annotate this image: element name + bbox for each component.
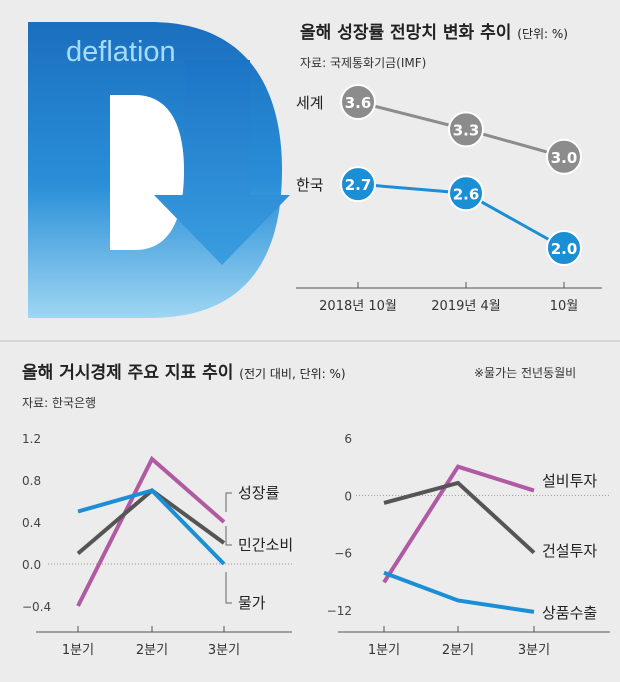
data-label: 2.6 xyxy=(453,185,480,203)
legend-connector xyxy=(225,526,232,546)
bottom-panel: 올해 거시경제 주요 지표 추이 (전기 대비, 단위: %) ※물가는 전년동… xyxy=(0,342,620,682)
series-name-label: 물가 xyxy=(238,594,266,612)
x-tick-label: 3분기 xyxy=(208,643,240,658)
series-line-2 xyxy=(383,480,536,555)
x-tick-label: 2018년 10월 xyxy=(319,299,397,314)
data-label: 3.6 xyxy=(345,94,372,112)
y-tick-label: 0.0 xyxy=(22,558,41,572)
top-chart-title: 올해 성장률 전망치 변화 추이 (단위: %) xyxy=(300,18,568,43)
y-tick-label: −6 xyxy=(334,547,352,561)
series-line-3 xyxy=(383,570,535,614)
data-point xyxy=(340,84,376,120)
forecast-line-chart: 2018년 10월 2019년 4월 10월 세계 3.6 3.3 3.0 한국 2.7 2.6 2… xyxy=(296,84,602,314)
series-name-label: 한국 xyxy=(296,176,324,194)
y-tick-label: 0.8 xyxy=(22,474,41,488)
deflation-text: deflation xyxy=(66,36,176,68)
price-note: ※물가는 전년동월비 xyxy=(474,366,577,380)
x-tick-label: 3분기 xyxy=(518,643,550,658)
data-point xyxy=(546,138,582,175)
data-label: 3.3 xyxy=(453,121,480,139)
down-arrow-icon xyxy=(154,60,290,265)
data-point xyxy=(546,230,582,266)
series-line-1 xyxy=(76,455,226,607)
top-panel: deflation 올해 성장률 전망치 변화 추이 (단위: %) 자료: 국… xyxy=(0,0,620,340)
series-name-label: 성장률 xyxy=(238,484,280,502)
data-point xyxy=(448,111,484,148)
series-name-label: 상품수출 xyxy=(542,604,597,622)
letter-d-counter xyxy=(110,95,184,250)
series-line-3 xyxy=(77,488,226,566)
series-name-label: 건설투자 xyxy=(542,542,597,560)
deflation-logo xyxy=(28,22,290,318)
bottom-title-text: 올해 거시경제 주요 지표 추이 xyxy=(22,363,234,383)
x-tick-label: 1분기 xyxy=(62,643,94,658)
bottom-chart-title: 올해 거시경제 주요 지표 추이 (전기 대비, 단위: %) xyxy=(22,358,346,383)
legend-connector xyxy=(225,572,232,604)
x-tick-label: 2019년 4월 xyxy=(431,299,500,314)
y-tick-label: 0 xyxy=(344,489,352,503)
data-label: 2.0 xyxy=(551,240,578,258)
data-point xyxy=(448,175,484,212)
legend-connector xyxy=(225,492,232,512)
data-point xyxy=(340,166,376,203)
top-unit-text: (단위: %) xyxy=(517,27,568,41)
x-tick-label: 2분기 xyxy=(136,643,168,658)
data-label: 2.7 xyxy=(345,176,372,194)
bottom-unit-text: (전기 대비, 단위: %) xyxy=(239,367,346,381)
y-tick-label: 1.2 xyxy=(22,432,41,446)
series-name-label: 민간소비 xyxy=(238,536,293,554)
x-tick-label: 10월 xyxy=(550,299,579,314)
y-tick-label: 0.4 xyxy=(22,516,41,530)
series-name-label: 설비투자 xyxy=(542,472,597,490)
section-divider xyxy=(0,340,620,342)
x-tick-label: 2분기 xyxy=(442,643,474,658)
y-tick-label: 6 xyxy=(344,432,352,446)
data-label: 3.0 xyxy=(551,149,578,167)
bottom-source: 자료: 한국은행 xyxy=(22,396,97,410)
y-tick-label: −12 xyxy=(327,604,352,618)
top-title-text: 올해 성장률 전망치 변화 추이 xyxy=(300,23,512,43)
y-tick-label: −0.4 xyxy=(22,600,51,614)
x-tick-label: 1분기 xyxy=(368,643,400,658)
top-source: 자료: 국제통화기금(IMF) xyxy=(300,56,427,70)
series-line-1 xyxy=(382,464,535,584)
series-name-label: 세계 xyxy=(296,94,324,112)
